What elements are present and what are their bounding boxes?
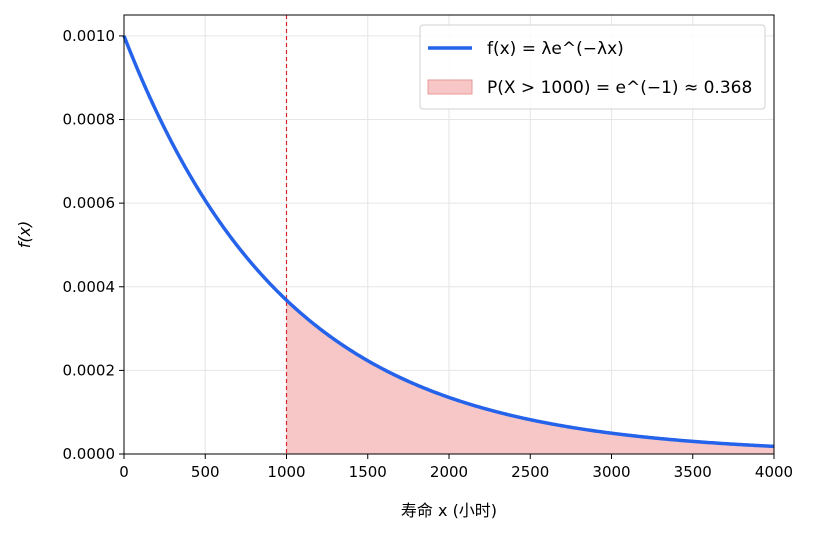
x-tick-label: 2500 bbox=[511, 463, 549, 481]
y-tick-label: 0.0004 bbox=[63, 278, 116, 296]
x-tick-label: 1000 bbox=[267, 463, 305, 481]
x-axis-label: 寿命 x (小时) bbox=[401, 501, 497, 520]
x-axis-ticks: 0 500 1000 1500 2000 2500 3000 3500 4000 bbox=[119, 454, 793, 481]
x-tick-label: 0 bbox=[119, 463, 129, 481]
probability-area bbox=[286, 300, 774, 454]
legend-area-swatch bbox=[427, 79, 473, 95]
x-tick-label: 4000 bbox=[755, 463, 793, 481]
legend-entry-probability: P(X > 1000) = e^(−1) ≈ 0.368 bbox=[487, 78, 752, 98]
x-tick-label: 500 bbox=[191, 463, 220, 481]
y-tick-label: 0.0008 bbox=[63, 111, 116, 129]
x-tick-label: 3000 bbox=[592, 463, 630, 481]
y-tick-label: 0.0000 bbox=[63, 445, 116, 463]
pdf-curve bbox=[122, 35, 775, 449]
y-tick-label: 0.0002 bbox=[63, 361, 116, 379]
x-tick-label: 1500 bbox=[349, 463, 387, 481]
x-tick-label: 3500 bbox=[674, 463, 712, 481]
x-tick-label: 2000 bbox=[430, 463, 468, 481]
y-axis-label: f(x) bbox=[15, 221, 34, 249]
y-axis-ticks: 0.0000 0.0002 0.0004 0.0006 0.0008 0.0010 bbox=[63, 27, 124, 463]
y-tick-label: 0.0006 bbox=[63, 194, 116, 212]
y-tick-label: 0.0010 bbox=[63, 27, 116, 45]
legend-entry-pdf: f(x) = λe^(−λx) bbox=[487, 39, 624, 59]
legend: f(x) = λe^(−λx) P(X > 1000) = e^(−1) ≈ 0… bbox=[419, 24, 766, 110]
legend-box bbox=[419, 24, 766, 110]
